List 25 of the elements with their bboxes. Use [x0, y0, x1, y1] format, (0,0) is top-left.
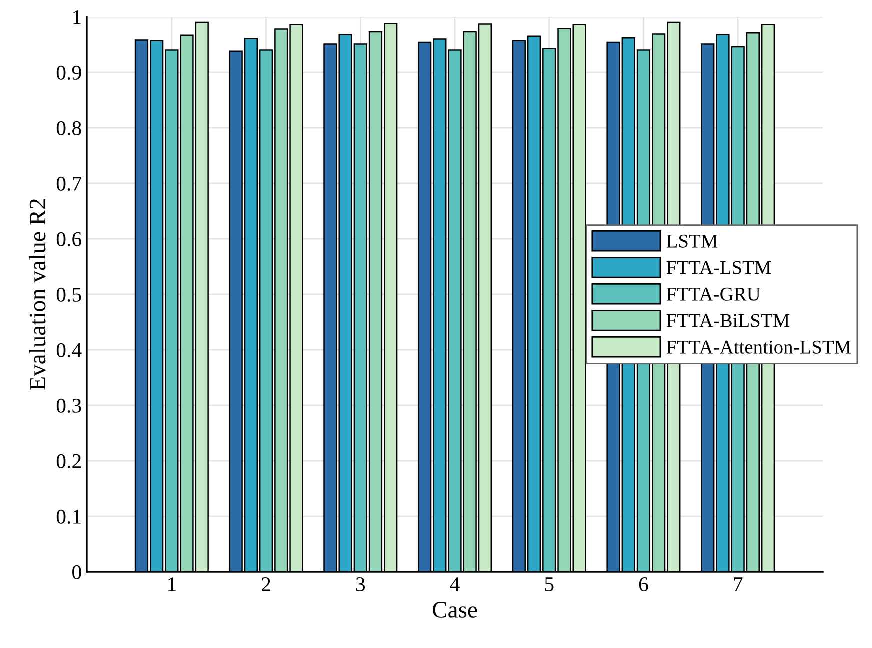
- y-tick-label: 0.6: [56, 232, 82, 247]
- y-tick-label: 1: [74, 10, 81, 24]
- y-tick-label: 0.8: [56, 121, 82, 136]
- y-tick-label: 0.7: [56, 176, 82, 192]
- y-tick-label: 0.5: [56, 288, 82, 302]
- x-tick-label: 7: [734, 578, 743, 592]
- x-tick-label: 4: [450, 578, 460, 592]
- y-tick-label: 0.9: [56, 66, 82, 80]
- x-tick-label: 1: [168, 578, 176, 592]
- legend-label: FTTA-Attention-LSTM: [666, 340, 852, 354]
- y-tick-label: 0.4: [56, 343, 82, 358]
- legend-label: FTTA-LSTM: [666, 261, 772, 274]
- x-tick-label: 6: [639, 578, 648, 592]
- y-tick-label: 0.1: [56, 510, 81, 524]
- legend-label: FTTA-GRU: [666, 288, 760, 301]
- x-tick-label: 2: [262, 578, 270, 592]
- y-tick-label: 0.2: [56, 454, 81, 469]
- x-tick-label: 3: [356, 578, 366, 592]
- legend-label: LSTM: [666, 234, 718, 248]
- y-tick-label: 0.3: [56, 398, 82, 414]
- x-tick-label: 5: [545, 578, 554, 592]
- x-axis-title: Case: [433, 602, 478, 618]
- y-tick-label: 0: [72, 565, 82, 580]
- legend-label: FTTA-BiLSTM: [666, 314, 790, 328]
- y-axis-title: Evaluation value R2: [29, 199, 46, 390]
